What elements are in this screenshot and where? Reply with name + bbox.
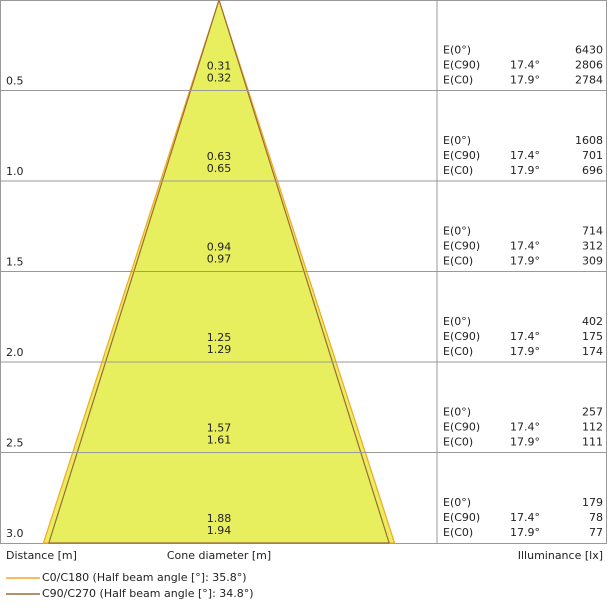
e-label: E(C90) bbox=[443, 240, 480, 253]
illuminance: 111 bbox=[582, 436, 603, 449]
right-label: Illuminance [lx] bbox=[518, 549, 603, 562]
e-label: E(0°) bbox=[443, 44, 471, 57]
e-label: E(C0) bbox=[443, 74, 473, 87]
e-label: E(C0) bbox=[443, 255, 473, 268]
diameter-c0: 1.94 bbox=[207, 524, 232, 537]
diameter-c0: 0.65 bbox=[207, 162, 232, 175]
illuminance: 1608 bbox=[575, 134, 603, 147]
angle: 17.9° bbox=[510, 74, 540, 87]
illuminance: 402 bbox=[582, 315, 603, 328]
angle: 17.4° bbox=[510, 59, 540, 72]
illuminance: 78 bbox=[589, 511, 603, 524]
e-label: E(0°) bbox=[443, 315, 471, 328]
e-label: E(C90) bbox=[443, 511, 480, 524]
diameter-c0: 0.97 bbox=[207, 253, 232, 266]
angle: 17.4° bbox=[510, 511, 540, 524]
illuminance: 312 bbox=[582, 240, 603, 253]
e-label: E(C90) bbox=[443, 149, 480, 162]
legend-label: C0/C180 (Half beam angle [°]: 35.8°) bbox=[42, 571, 247, 584]
angle: 17.9° bbox=[510, 164, 540, 177]
distance-label: 2.0 bbox=[6, 346, 24, 359]
illuminance: 701 bbox=[582, 149, 603, 162]
distance-label: 1.5 bbox=[6, 256, 24, 269]
illuminance: 179 bbox=[582, 496, 603, 509]
illuminance: 257 bbox=[582, 406, 603, 419]
distance-label: 0.5 bbox=[6, 75, 24, 88]
e-label: E(C0) bbox=[443, 436, 473, 449]
angle: 17.4° bbox=[510, 149, 540, 162]
illuminance: 112 bbox=[582, 421, 603, 434]
angle: 17.9° bbox=[510, 526, 540, 539]
diameter-c90: 0.94 bbox=[207, 241, 232, 254]
diameter-c0: 1.61 bbox=[207, 434, 232, 447]
e-label: E(C90) bbox=[443, 330, 480, 343]
angle: 17.9° bbox=[510, 255, 540, 268]
distance-label: 1.0 bbox=[6, 165, 24, 178]
center-label: Cone diameter [m] bbox=[167, 549, 271, 562]
illuminance: 309 bbox=[582, 255, 603, 268]
diameter-c0: 1.29 bbox=[207, 343, 232, 356]
angle: 17.4° bbox=[510, 240, 540, 253]
e-label: E(0°) bbox=[443, 406, 471, 419]
illuminance: 175 bbox=[582, 330, 603, 343]
illuminance: 2784 bbox=[575, 74, 603, 87]
illuminance: 714 bbox=[582, 225, 603, 238]
illuminance: 77 bbox=[589, 526, 603, 539]
diameter-c0: 0.32 bbox=[207, 72, 232, 85]
angle: 17.9° bbox=[510, 436, 540, 449]
diameter-c90: 0.63 bbox=[207, 150, 232, 163]
e-label: E(0°) bbox=[443, 225, 471, 238]
angle: 17.4° bbox=[510, 330, 540, 343]
e-label: E(C90) bbox=[443, 421, 480, 434]
angle: 17.9° bbox=[510, 345, 540, 358]
diameter-c90: 0.31 bbox=[207, 60, 232, 73]
illuminance: 174 bbox=[582, 345, 603, 358]
illuminance: 2806 bbox=[575, 59, 603, 72]
angle: 17.4° bbox=[510, 421, 540, 434]
e-label: E(0°) bbox=[443, 496, 471, 509]
distance-label: 2.5 bbox=[6, 437, 24, 450]
e-label: E(0°) bbox=[443, 134, 471, 147]
e-label: E(C0) bbox=[443, 345, 473, 358]
legend-label: C90/C270 (Half beam angle [°]: 34.8°) bbox=[42, 587, 254, 600]
diameter-c90: 1.25 bbox=[207, 331, 232, 344]
diameter-c90: 1.88 bbox=[207, 512, 232, 525]
illuminance: 696 bbox=[582, 164, 603, 177]
e-label: E(C0) bbox=[443, 164, 473, 177]
e-label: E(C0) bbox=[443, 526, 473, 539]
x-label: Distance [m] bbox=[6, 549, 77, 562]
diameter-c90: 1.57 bbox=[207, 422, 232, 435]
illuminance: 6430 bbox=[575, 44, 603, 57]
e-label: E(C90) bbox=[443, 59, 480, 72]
distance-label: 3.0 bbox=[6, 527, 24, 540]
